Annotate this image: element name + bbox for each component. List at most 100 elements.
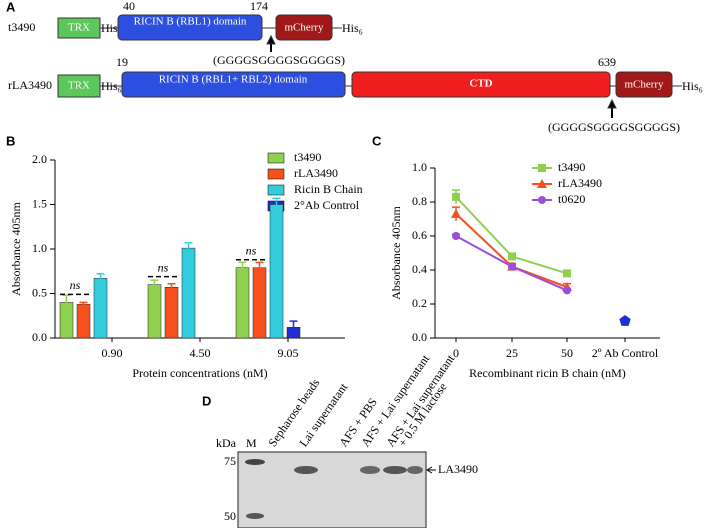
gel-text: M [246,436,257,450]
domain-box [117,14,263,41]
bar [147,284,162,339]
panel-label: A [6,0,16,14]
marker [452,192,460,201]
box-label: CTD [469,78,492,90]
y-tick-label: 1.0 [412,160,427,174]
x-tick-label: 2º Ab Control [592,346,659,360]
panel-label: D [202,393,211,408]
his-tag: His₆ [101,21,122,35]
legend-label: rLA3490 [558,176,602,190]
gel-text: LA3490 [438,462,478,476]
box-label: mCherry [284,22,324,34]
error-bar [150,279,159,290]
marker [508,262,516,271]
error-bar [255,261,264,274]
bar [252,267,267,339]
error-bar [62,294,71,310]
x-tick-label: 9.05 [278,346,299,360]
legend-swatch [267,184,285,196]
series-line [455,196,568,275]
legend-swatch [267,168,285,180]
error-bar [96,273,105,283]
y-tick-label: 1.5 [32,196,47,210]
marker [619,315,631,326]
marker [452,232,460,240]
y-tick-label: 0.6 [412,228,427,242]
legend-label: rLA3490 [294,166,338,180]
error-bar [289,320,298,334]
annotation: ns [246,243,257,257]
construct-row: rLA3490 TRX His₆ RICIN B (RBL1+ RBL2) do… [8,55,703,134]
x-axis-label: Recombinant ricin B chain (nM) [469,366,626,380]
bar [235,267,250,339]
legend-label: t3490 [294,150,321,164]
his-tag: His₆ [101,79,122,93]
bar [76,303,91,339]
construct-row: t3490 TRX His₆ RICIN B (RBL1) domain 40 … [8,0,363,67]
residue: 19 [116,55,128,69]
marker [451,208,461,218]
y-tick-label: 0.8 [412,194,427,208]
legend-label: 2°Ab Control [294,198,360,212]
y-tick-label: 2.0 [32,152,47,166]
x-tick-label: 50 [561,346,573,360]
marker [563,286,571,295]
linker: (GGGGSGGGGSGGGGS) [548,120,680,134]
y-tick-label: 1.0 [32,241,47,255]
error-bar [79,301,88,306]
box-label: RICIN B (RBL1+ RBL2) domain [159,74,308,86]
his-tag: His₆ [342,21,363,35]
y-tick-label: 0.0 [412,330,427,344]
error-bar [184,242,193,254]
y-tick-label: 0.4 [412,262,427,276]
marker [508,252,516,261]
legend-label: t3490 [558,160,585,174]
x-tick-label: 0.90 [102,346,123,360]
annotation: ns [158,260,169,274]
x-tick-label: 4.50 [190,346,211,360]
marker [537,179,547,188]
x-tick-label: 25 [506,346,518,360]
bar [181,247,196,339]
error-bar [238,261,247,274]
construct-name: t3490 [8,20,35,34]
trx-box [57,17,101,39]
marker [563,269,571,278]
gel-text: 75 [224,454,236,468]
legend-label: Ricin B Chain [294,182,363,196]
error-bar [272,197,281,211]
residue: 40 [123,0,135,13]
y-axis-label: Absorbance 405nm [389,206,403,300]
panel-label: B [6,133,15,148]
box-label: RICIN B (RBL1) domain [134,16,247,28]
residue: 639 [598,55,616,69]
marker [538,196,546,204]
y-tick-label: 0.0 [32,330,47,344]
gel-text: kDa [216,436,237,450]
panel-label: C [372,133,382,148]
x-axis-label: Protein concentrations (nM) [132,366,267,380]
his-tag: His₆ [682,79,703,93]
y-tick-label: 0.2 [412,296,427,310]
annotation: ns [70,278,81,292]
bar [93,278,108,339]
residue: 174 [250,0,268,13]
error-bar [167,282,176,291]
tag-box [275,14,333,41]
construct-name: rLA3490 [8,78,52,92]
marker [538,164,546,172]
box-label: TRX [68,80,90,92]
box-label: TRX [68,22,90,34]
gel-text: 50 [224,509,236,523]
series-line [455,213,568,288]
x-tick-label: 0 [453,346,459,360]
y-tick-label: 0.5 [32,285,47,299]
y-axis-label: Absorbance 405nm [9,202,23,296]
linker: (GGGGSGGGGSGGGGS) [213,53,345,67]
box-label: mCherry [624,79,664,91]
legend-label: t0620 [558,192,585,206]
legend-swatch [267,152,285,164]
bar [269,204,284,339]
bar [164,287,179,339]
